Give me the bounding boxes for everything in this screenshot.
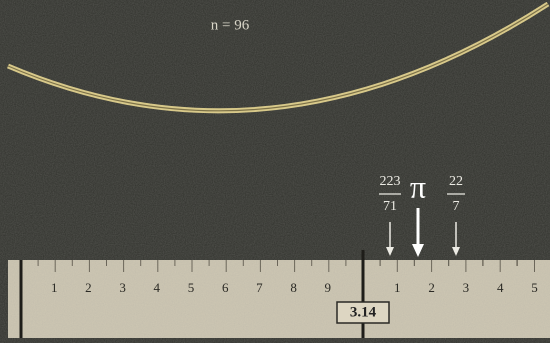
caption: n = 96 <box>211 17 250 33</box>
ruler-label: 7 <box>256 280 263 295</box>
ruler-label: 4 <box>154 280 161 295</box>
ruler-label: 2 <box>85 280 92 295</box>
ruler-label: 2 <box>428 280 435 295</box>
ruler-label: 3 <box>463 280 470 295</box>
pi-symbol: π <box>410 168 426 204</box>
denominator: 7 <box>453 199 460 214</box>
ruler: 1 2 3 4 5 6 7 8 9 1 2 3 4 5 3.14 <box>8 250 550 338</box>
numerator: 223 <box>380 174 401 189</box>
ruler-label: 5 <box>188 280 195 295</box>
numerator: 22 <box>449 174 463 189</box>
denominator: 71 <box>383 199 397 214</box>
ruler-label: 4 <box>497 280 504 295</box>
ruler-label: 6 <box>222 280 229 295</box>
readout: 3.14 <box>350 304 377 320</box>
ruler-label: 9 <box>325 280 332 295</box>
ruler-label: 5 <box>531 280 538 295</box>
scene: n = 96 223 71 π 22 7 1 2 3 4 5 6 7 8 9 1 2 3 4 5 3.14 <box>0 0 550 343</box>
ruler-label: 1 <box>394 280 401 295</box>
ruler-label: 1 <box>51 280 58 295</box>
ruler-label: 8 <box>290 280 297 295</box>
ruler-label: 3 <box>119 280 126 295</box>
